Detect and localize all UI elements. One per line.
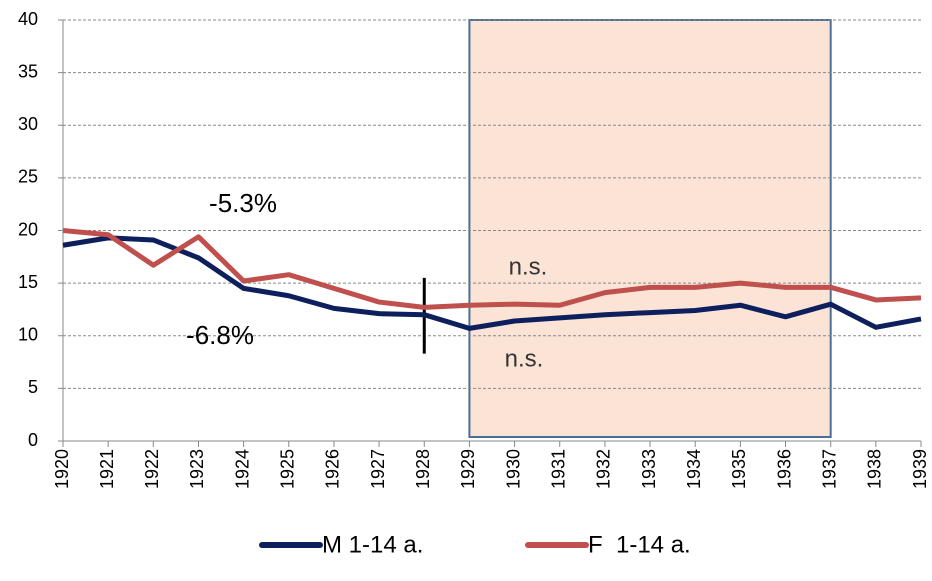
annotation: -5.3% — [209, 188, 277, 218]
x-tick-label: 1933 — [639, 449, 659, 489]
y-tick-label: 35 — [18, 61, 38, 81]
x-tick-label: 1927 — [368, 449, 388, 489]
y-tick-label: 30 — [18, 114, 38, 134]
x-tick-label: 1934 — [684, 449, 704, 489]
x-tick-label: 1920 — [52, 449, 72, 489]
x-tick-label: 1926 — [323, 449, 343, 489]
x-tick-label: 1922 — [142, 449, 162, 489]
y-tick-label: 15 — [18, 272, 38, 292]
y-tick-label: 0 — [28, 430, 38, 450]
x-tick-label: 1936 — [774, 449, 794, 489]
x-tick-label: 1923 — [187, 449, 207, 489]
y-tick-label: 10 — [18, 325, 38, 345]
series-line — [62, 228, 922, 310]
x-tick-label: 1939 — [910, 449, 930, 489]
x-tick-label: 1925 — [278, 449, 298, 489]
x-tick-label: 1932 — [594, 449, 614, 489]
y-tick-label: 20 — [18, 219, 38, 239]
y-tick-label: 40 — [18, 9, 38, 29]
highlight-region — [468, 19, 832, 438]
annotation: n.s. — [505, 345, 544, 372]
series-line — [62, 235, 922, 331]
annotation: n.s. — [509, 253, 548, 280]
x-tick-label: 1924 — [232, 449, 252, 489]
x-tick-label: 1930 — [503, 449, 523, 489]
x-tick-label: 1929 — [458, 449, 478, 489]
y-tick-label: 5 — [28, 377, 38, 397]
plot-background — [63, 19, 921, 438]
x-tick-label: 1931 — [548, 449, 568, 489]
x-tick-label: 1935 — [729, 449, 749, 489]
x-tick-label: 1938 — [865, 449, 885, 489]
legend-label: F 1-14 a. — [588, 531, 691, 558]
x-tick-label: 1928 — [413, 449, 433, 489]
x-tick-label: 1937 — [819, 449, 839, 489]
y-tick-label: 25 — [18, 167, 38, 187]
annotation: -6.8% — [186, 320, 254, 350]
x-tick-label: 1921 — [97, 449, 117, 489]
legend-label: M 1-14 a. — [322, 531, 423, 558]
